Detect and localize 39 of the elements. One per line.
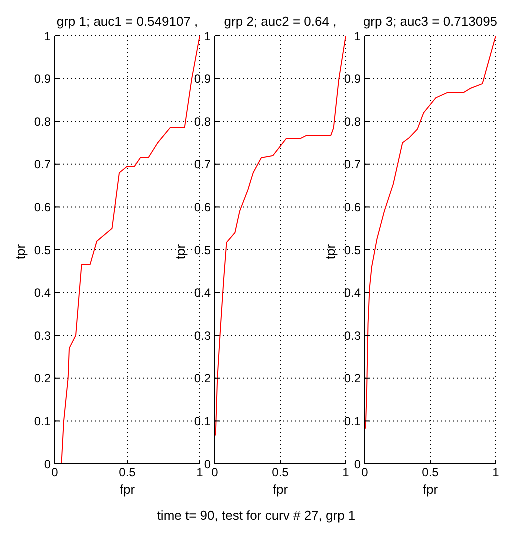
y-tick-label: 0.8	[344, 114, 362, 129]
y-tick-label: 0.2	[34, 372, 52, 386]
y-tick-label: 0.7	[194, 158, 212, 172]
y-tick-label: 0.4	[34, 286, 52, 300]
y-tick-label: 1	[354, 29, 362, 44]
y-tick-label: 0.8	[34, 114, 52, 129]
y-tick-label: 0.7	[34, 158, 52, 172]
y-tick-label: 0.5	[344, 243, 362, 258]
text: time t= 90, test for curv # 27, grp 1	[156, 508, 357, 523]
x-axis-title: fpr	[272, 482, 290, 498]
x-tick-label: 0.5	[422, 466, 440, 480]
y-tick-label: 0.5	[34, 243, 52, 258]
y-tick-label: 0.3	[34, 328, 52, 343]
y-tick-label: 0.1	[34, 414, 52, 428]
y-tick-label: 0.2	[344, 372, 362, 386]
y-tick-label: 0.6	[34, 200, 52, 214]
y-tick-label: 0.9	[34, 72, 52, 86]
x-tick-label: 1	[492, 466, 500, 480]
x-tick-label: 0.5	[119, 466, 136, 480]
y-axis-title: tpr	[13, 243, 29, 262]
line-series	[215, 36, 346, 436]
y-axis-title: tpr	[323, 243, 339, 262]
y-tick-label: 0.9	[344, 72, 362, 86]
y-axis-title: tpr	[173, 243, 189, 262]
x-tick-label: 0.5	[272, 466, 290, 480]
y-tick-label: 0.4	[194, 286, 212, 300]
x-axis-title: fpr	[422, 482, 440, 498]
line-series	[365, 36, 496, 430]
y-tick-label: 0.7	[344, 158, 362, 172]
y-tick-label: 0.1	[344, 414, 362, 428]
x-axis-title: fpr	[118, 482, 136, 498]
chart-title: grp 2; auc2 = 0.64 ,	[224, 14, 337, 29]
y-tick-label: 0.3	[344, 328, 362, 343]
y-tick-label: 1	[204, 29, 212, 44]
y-tick-label: 1	[44, 29, 52, 44]
chart-title: grp 3; auc3 = 0.713095	[362, 14, 499, 29]
y-tick-label: 0.4	[344, 286, 362, 300]
y-tick-label: 0.6	[344, 200, 362, 214]
chart-title: grp 1; auc1 = 0.549107 ,	[56, 14, 198, 29]
